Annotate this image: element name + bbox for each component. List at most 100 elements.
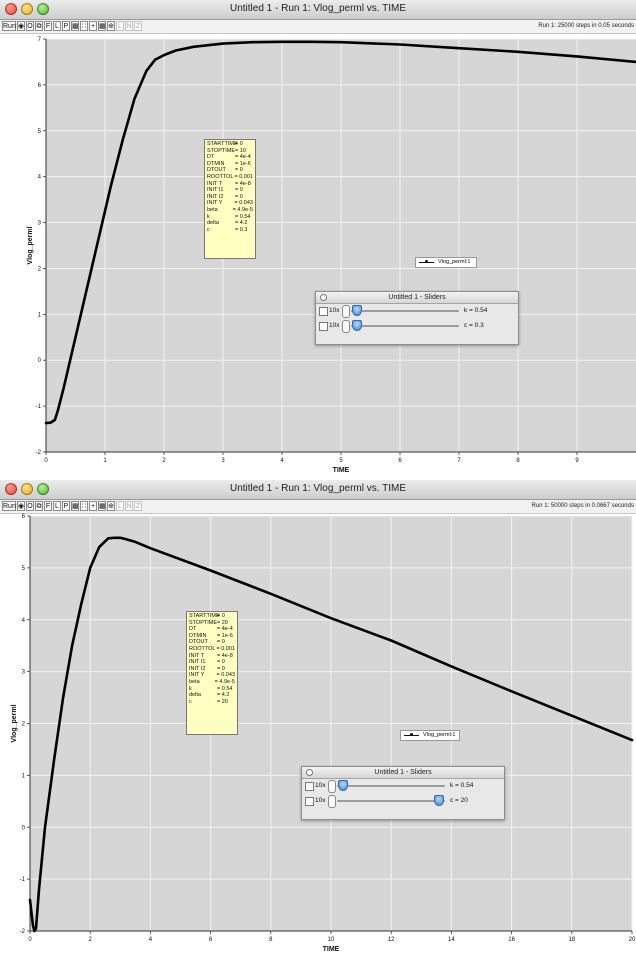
scatter-icon[interactable]: ∷ <box>80 501 88 511</box>
y-tick-label: 5 <box>22 566 26 572</box>
x-tick-label: 8 <box>516 458 520 464</box>
stepper-arrows-icon[interactable] <box>328 780 336 793</box>
series-line <box>44 40 636 425</box>
log-x-icon[interactable]: L <box>116 501 124 511</box>
lines-button[interactable]: L <box>53 501 61 511</box>
slider-track[interactable] <box>351 320 459 331</box>
y-axis-label: Vlog_perml <box>27 226 34 264</box>
y-tick-label: -1 <box>20 877 26 883</box>
points-button[interactable]: P <box>62 21 70 31</box>
slider-thumb[interactable] <box>352 320 363 331</box>
y-tick-label: 2 <box>38 266 42 272</box>
slider-thumb[interactable] <box>338 780 349 791</box>
x-tick-label: 4 <box>280 458 284 464</box>
multiplier-label: 10x <box>315 782 326 789</box>
title-bar[interactable]: Untitled 1 - Run 1: Vlog_perml vs. TIME <box>0 0 636 20</box>
multiplier-checkbox[interactable] <box>305 797 314 806</box>
lock-icon[interactable]: ◉ <box>17 21 25 31</box>
param-value: = 0 <box>235 193 243 200</box>
sliders-title-bar[interactable]: Untitled 1 - Sliders <box>316 292 518 304</box>
param-name: c <box>207 226 210 233</box>
param-row: c = 0.3 <box>207 227 253 234</box>
crosshair-icon[interactable]: ⊕ <box>107 501 115 511</box>
slider-track[interactable] <box>337 780 445 791</box>
param-name: INIT Y <box>207 200 223 207</box>
zoom-window-icon[interactable] <box>37 483 49 495</box>
slider-thumb[interactable] <box>352 305 363 316</box>
param-name: INIT T <box>207 180 223 187</box>
log-x-icon[interactable]: L <box>116 21 124 31</box>
param-value: = 0.3 <box>235 226 248 233</box>
scatter-icon[interactable]: ∷ <box>80 21 88 31</box>
x-tick-label: 0 <box>28 937 32 943</box>
param-value: = 4e-8 <box>235 180 251 187</box>
run-info: Run 1: 25000 steps in 0.05 seconds <box>538 23 634 29</box>
range-icon[interactable]: ▦ <box>71 501 79 511</box>
overlay-button[interactable]: O <box>26 501 34 511</box>
log-y-icon[interactable]: N <box>125 21 133 31</box>
zoom-icon[interactable]: Z <box>134 501 142 511</box>
zoom-icon[interactable]: Z <box>134 21 142 31</box>
slider-row-c: 10x c = 0.3 <box>316 319 518 334</box>
param-row: DT = 4e-4 <box>207 154 253 161</box>
param-name: ROOTTOL <box>207 173 234 180</box>
param-value: = 4.2 <box>235 220 248 227</box>
zoom-window-icon[interactable] <box>37 3 49 15</box>
copy-icon[interactable]: ⧉ <box>35 21 43 31</box>
title-bar[interactable]: Untitled 1 - Run 1: Vlog_perml vs. TIME <box>0 480 636 500</box>
param-value: = 4e-4 <box>235 154 251 161</box>
log-y-icon[interactable]: N <box>125 501 133 511</box>
y-tick-label: -2 <box>20 929 26 935</box>
run-info: Run 1: 50000 steps in 0.0667 seconds <box>531 503 634 509</box>
stepper-arrows-icon[interactable] <box>328 795 336 808</box>
range-icon[interactable]: ▦ <box>71 21 79 31</box>
multiplier-checkbox[interactable] <box>305 782 314 791</box>
param-value: = 0.001 <box>234 173 253 180</box>
overlay-button[interactable]: O <box>26 21 34 31</box>
grid-icon[interactable]: ▦ <box>98 501 106 511</box>
grid-icon[interactable]: ▦ <box>98 21 106 31</box>
param-row: DT = 4e-4 <box>189 626 235 633</box>
sliders-close-icon[interactable] <box>306 769 313 776</box>
stepper-arrows-icon[interactable] <box>342 305 350 318</box>
slider-row-k: 10x k = 0.54 <box>302 779 504 794</box>
param-row: STOPTIME = 20 <box>189 620 235 627</box>
lines-button[interactable]: L <box>53 21 61 31</box>
run-button[interactable]: Run <box>2 501 16 511</box>
minimize-window-icon[interactable] <box>21 3 33 15</box>
add-icon[interactable]: + <box>89 21 97 31</box>
slider-thumb[interactable] <box>433 795 444 806</box>
copy-icon[interactable]: ⧉ <box>35 501 43 511</box>
format-button[interactable]: F <box>44 21 52 31</box>
line-chart[interactable]: 0 2 4 6 8 10 12 14 16 18 20-2-10123456TIMEVlog_per… <box>0 480 636 956</box>
sliders-panel[interactable]: Untitled 1 - Sliders 10x k = 0.54 10x c … <box>315 291 519 345</box>
parameters-box: STARTTIME = 0 STOPTIME = 10 DT = 4e-4 DTMIN = 1… <box>204 139 256 259</box>
add-icon[interactable]: + <box>89 501 97 511</box>
close-window-icon[interactable] <box>5 3 17 15</box>
param-name: INIT I2 <box>207 193 224 200</box>
slider-track[interactable] <box>351 305 459 316</box>
close-window-icon[interactable] <box>5 483 17 495</box>
multiplier-checkbox[interactable] <box>319 307 328 316</box>
param-value: = 0.001 <box>216 645 235 652</box>
y-tick-label: 6 <box>22 514 26 520</box>
x-tick-label: 18 <box>568 937 575 943</box>
points-button[interactable]: P <box>62 501 70 511</box>
minimize-window-icon[interactable] <box>21 483 33 495</box>
sliders-title-bar[interactable]: Untitled 1 - Sliders <box>302 767 504 779</box>
line-chart[interactable]: 0 1 2 3 4 5 6 7 8 9 -2 -1 0 1 2 3 4 5 6 7 TIME Vlog_perml <box>0 0 636 478</box>
multiplier-checkbox[interactable] <box>319 322 328 331</box>
lock-icon[interactable]: ◉ <box>17 501 25 511</box>
sliders-close-icon[interactable] <box>320 294 327 301</box>
param-row: INIT Y = 0.043 <box>207 200 253 207</box>
crosshair-icon[interactable]: ⊕ <box>107 21 115 31</box>
run-button[interactable]: Run <box>2 21 16 31</box>
format-button[interactable]: F <box>44 501 52 511</box>
stepper-arrows-icon[interactable] <box>342 320 350 333</box>
slider-row-k: 10x k = 0.54 <box>316 304 518 319</box>
sliders-panel[interactable]: Untitled 1 - Sliders 10x k = 0.54 10x c … <box>301 766 505 820</box>
x-tick-label: 4 <box>149 937 153 943</box>
x-tick-label: 20 <box>629 937 636 943</box>
param-row: INIT I2 = 0 <box>189 666 235 673</box>
slider-track[interactable] <box>337 795 445 806</box>
